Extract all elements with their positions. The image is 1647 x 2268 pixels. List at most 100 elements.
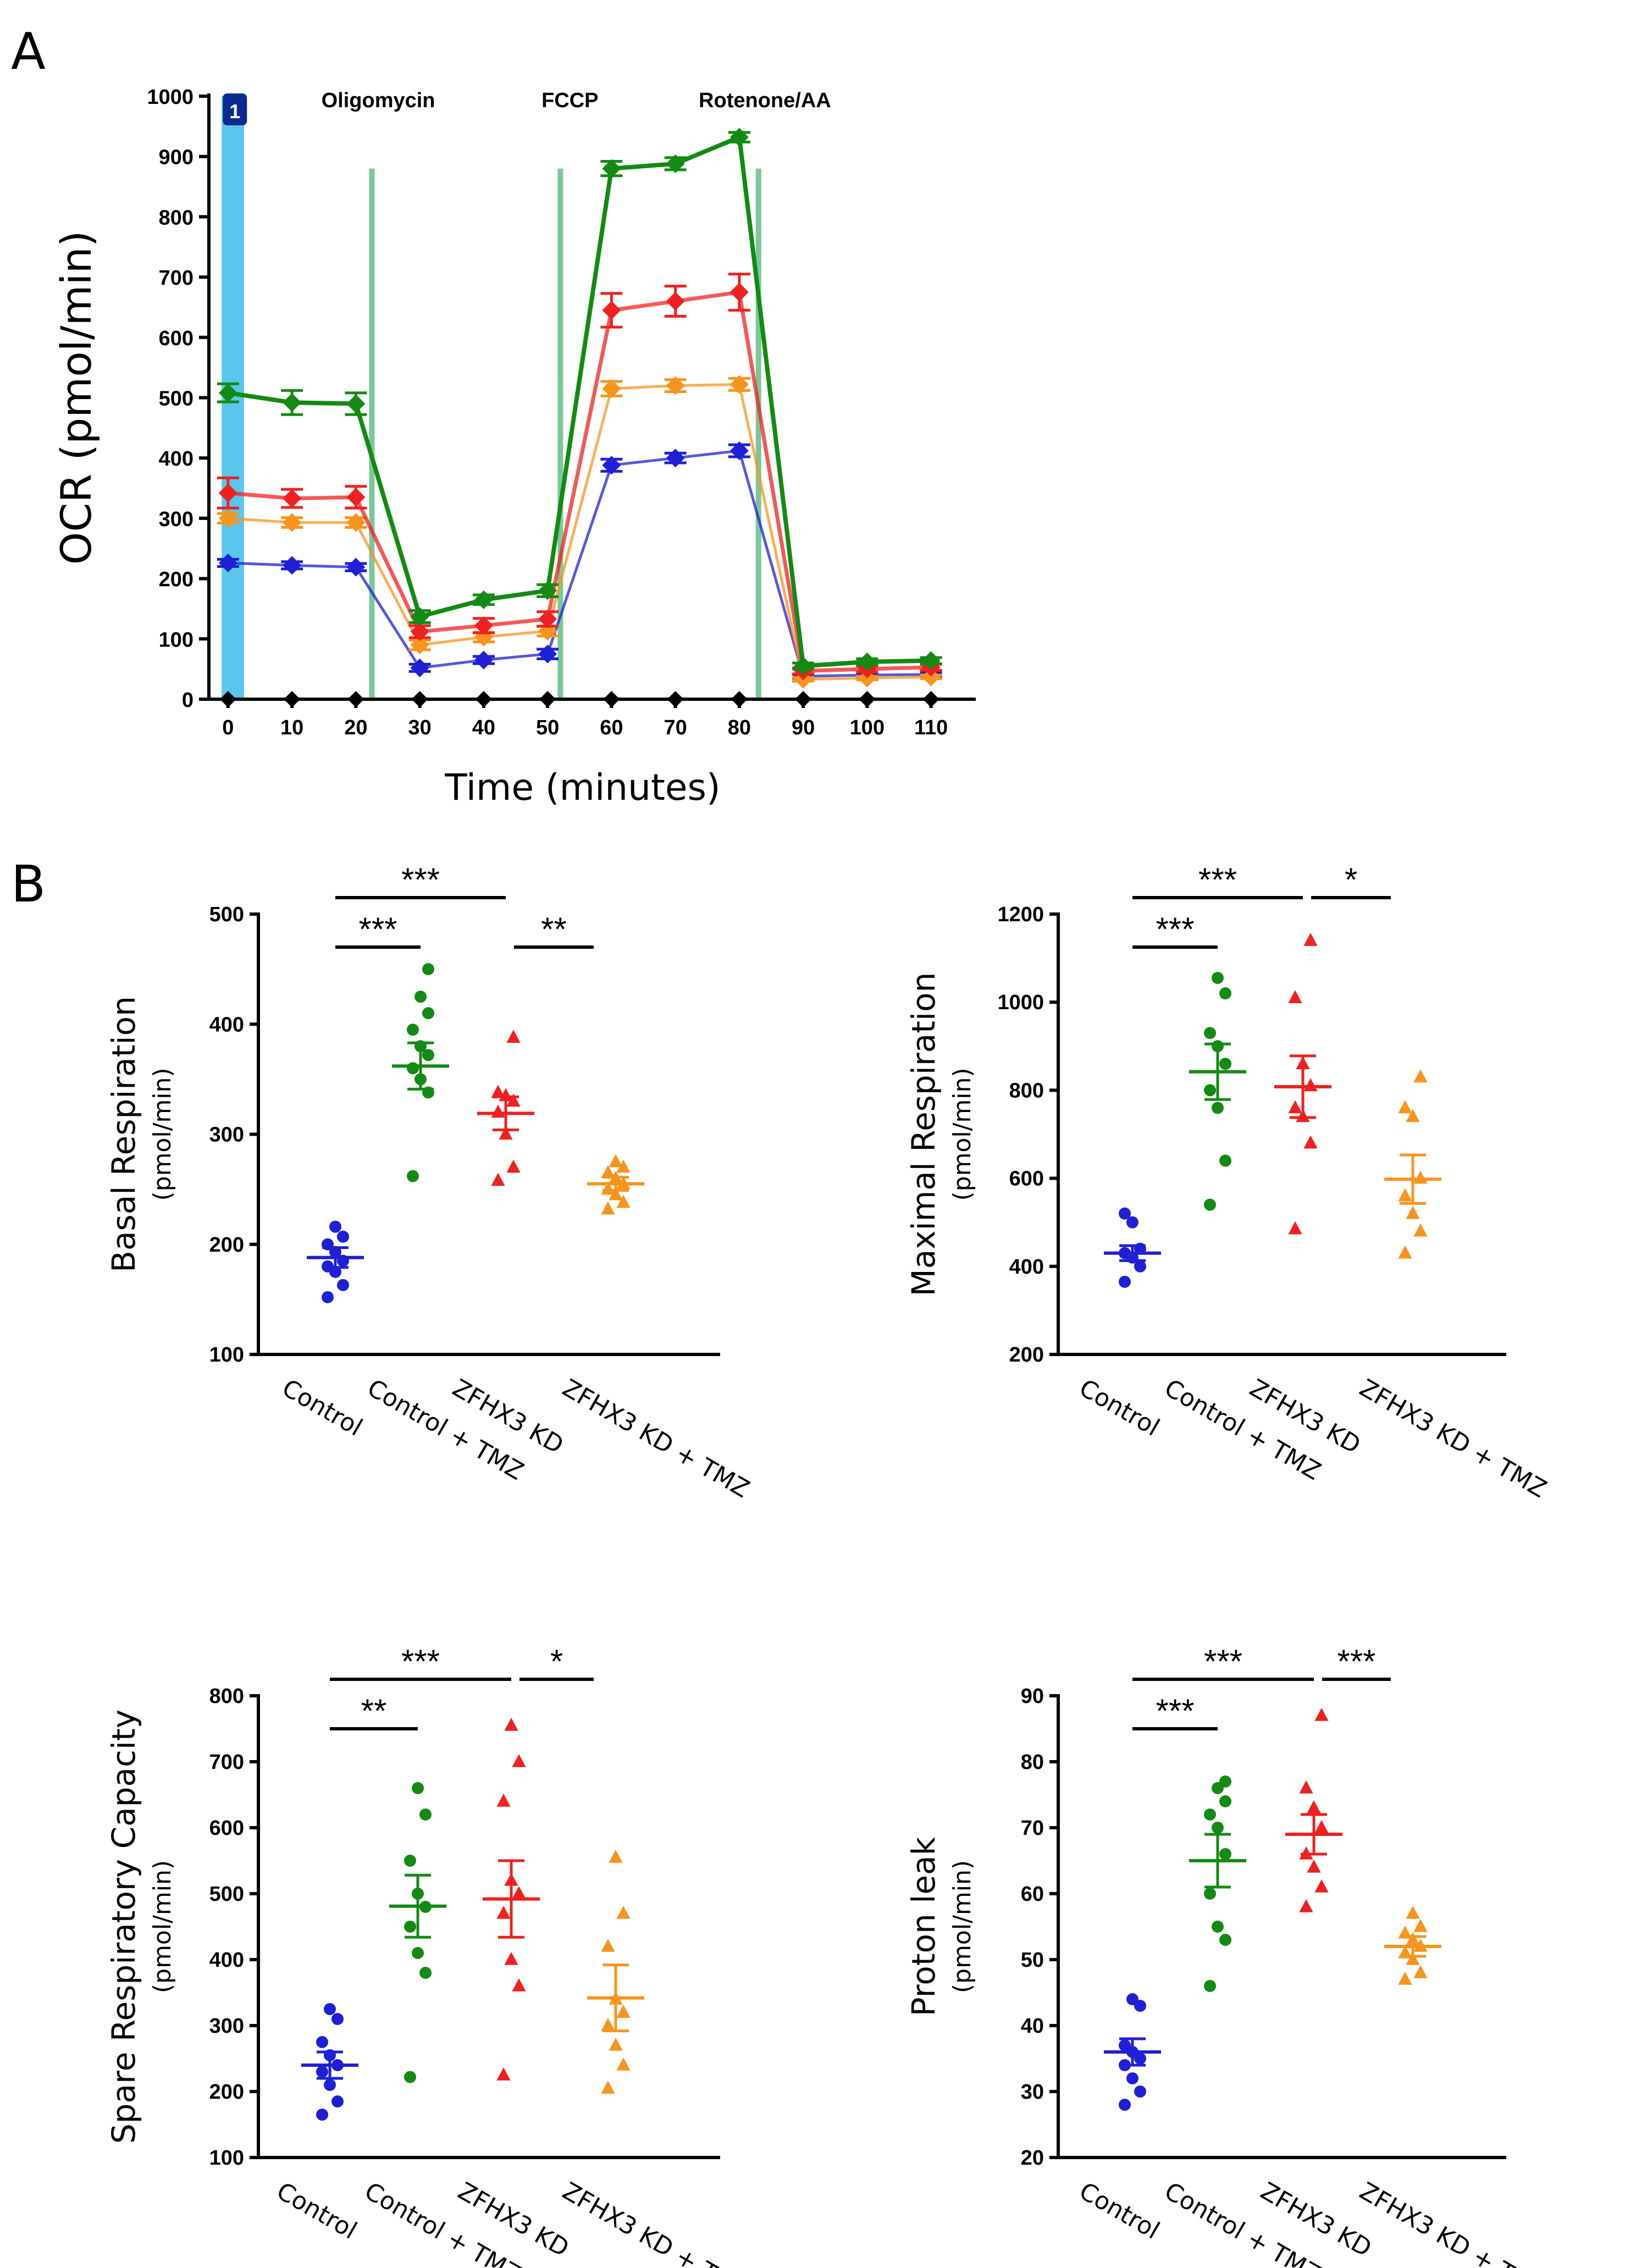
maximal-data-point	[1413, 1170, 1428, 1184]
proton-data-point	[1307, 1860, 1321, 1873]
ocr-point	[410, 635, 429, 655]
basal-data-point	[491, 1172, 505, 1186]
ocr-point	[283, 393, 302, 412]
maximal-y-tick-label: 1000	[997, 991, 1044, 1014]
basal-significance-label: ***	[401, 861, 440, 898]
maximal-data-point	[1398, 1100, 1412, 1114]
ocr-y-axis-title: OCR (pmol/min)	[52, 231, 101, 565]
ocr-line-chart: 1 Oligomycin FCCP Rotenone/AA01002003004005…	[52, 86, 976, 809]
spare-data-point	[419, 1967, 432, 1979]
basal-data-point	[601, 1165, 615, 1179]
ocr-x-tick-label: 100	[850, 716, 885, 739]
spare-category-label: ZFHX3 KD + TMZ	[558, 2177, 754, 2268]
spare-y-tick-label: 400	[209, 1949, 244, 1972]
proton-significance-label: ***	[1204, 1643, 1242, 1680]
ocr-point	[474, 590, 493, 609]
basal-data-point	[609, 1187, 623, 1201]
ocr-point	[666, 291, 685, 311]
basal-data-point	[506, 1093, 521, 1107]
maximal-data-point	[1119, 1207, 1131, 1220]
ocr-y-tick-label: 700	[159, 267, 194, 290]
proton-data-point	[1219, 1775, 1231, 1788]
basal-data-point	[337, 1230, 349, 1243]
measurement-badge	[223, 93, 247, 125]
basal-significance-label: ***	[358, 911, 397, 948]
basal-data-point	[601, 1201, 615, 1215]
maximal-data-point	[1212, 972, 1224, 984]
spare-y-axis-unit: (pmol/min)	[148, 1860, 176, 1993]
basal-y-tick-label: 300	[209, 1124, 244, 1147]
maximal-y-tick-label: 1200	[997, 903, 1044, 926]
spare-y-tick-label: 100	[209, 2147, 244, 2170]
ocr-y-tick-label: 1000	[147, 86, 194, 109]
spare-data-point	[609, 2038, 623, 2051]
maximal-y-tick-label: 200	[1009, 1343, 1044, 1367]
ocr-point	[602, 456, 621, 475]
basal-category-label: ZFHX3 KD + TMZ	[558, 1374, 754, 1503]
proton-y-axis-unit: (pmol/min)	[948, 1860, 976, 1993]
ocr-point	[410, 607, 429, 626]
maximal-data-point	[1288, 1221, 1302, 1235]
proton-data-point	[1119, 2039, 1131, 2051]
basal-data-point	[337, 1279, 349, 1291]
ocr-point	[218, 383, 237, 402]
spare-data-point	[316, 2109, 328, 2121]
basal-y-axis-title: Basal Respiration	[105, 996, 142, 1273]
proton-data-point	[1314, 1879, 1329, 1893]
ocr-point	[602, 301, 621, 320]
ocr-point	[283, 489, 302, 508]
proton-y-axis-title: Proton leak	[905, 1836, 942, 2016]
ocr-y-tick-label: 400	[159, 447, 194, 471]
ocr-y-tick-label: 600	[159, 327, 194, 350]
maximal-y-axis-unit: (pmol/min)	[948, 1067, 976, 1201]
ocr-point	[410, 622, 429, 641]
spare-y-tick-label: 700	[209, 1751, 244, 1774]
spare-data-point	[496, 1906, 511, 1919]
ocr-x-tick-label: 0	[222, 716, 234, 739]
maximal-data-point	[1406, 1109, 1420, 1122]
ocr-point	[666, 449, 685, 468]
ocr-point	[729, 375, 749, 394]
basal-data-point	[491, 1104, 505, 1118]
proton-y-tick-label: 60	[1021, 1883, 1044, 1906]
spare-data-point	[331, 2013, 344, 2025]
measurement-badge-label: 1	[229, 100, 240, 123]
basal-data-point	[322, 1291, 334, 1303]
ocr-y-tick-label: 500	[159, 388, 194, 411]
proton-data-point	[1314, 1708, 1329, 1721]
basal-data-point	[491, 1085, 505, 1098]
ocr-x-tick-label: 30	[408, 716, 431, 739]
maximal-data-point	[1406, 1205, 1420, 1219]
maximal-data-point	[1413, 1069, 1428, 1083]
ocr-point	[218, 554, 237, 573]
spare-data-point	[601, 2081, 615, 2094]
spare-data-point	[616, 2005, 631, 2018]
maximal-data-point	[1219, 987, 1231, 1000]
proton-y-tick-label: 20	[1021, 2147, 1044, 2170]
spare-significance-label: ***	[401, 1643, 440, 1680]
maximal-y-axis-title: Maximal Respiration	[905, 972, 942, 1297]
basal-significance-label: **	[541, 911, 567, 948]
basal-data-point	[422, 963, 434, 976]
proton-category-label: ZFHX3 KD + TMZ	[1355, 2177, 1551, 2268]
maximal-data-point	[1126, 1216, 1138, 1229]
ocr-x-tick-label: 80	[728, 716, 751, 739]
ocr-point	[346, 394, 366, 413]
spare-data-point	[512, 1754, 526, 1767]
spare-data-point	[412, 1947, 424, 1959]
ocr-y-tick-label: 100	[159, 628, 194, 651]
maximal-data-point	[1204, 1027, 1216, 1039]
spare-y-tick-label: 800	[209, 1685, 244, 1708]
basal-y-axis-unit: (pmol/min)	[148, 1067, 176, 1201]
spare-data-point	[324, 2003, 336, 2015]
spare-data-point	[496, 2067, 511, 2081]
proton-significance-label: ***	[1337, 1643, 1375, 1680]
proton-data-point	[1204, 1888, 1216, 1900]
basal-data-point	[422, 1049, 434, 1061]
spare-data-point	[601, 1939, 615, 1952]
ocr-point	[218, 483, 237, 502]
basal-data-point	[609, 1154, 623, 1168]
basal-y-tick-label: 400	[209, 1013, 244, 1036]
spare-data-point	[419, 1808, 432, 1821]
injection-label: Oligomycin	[322, 89, 435, 112]
